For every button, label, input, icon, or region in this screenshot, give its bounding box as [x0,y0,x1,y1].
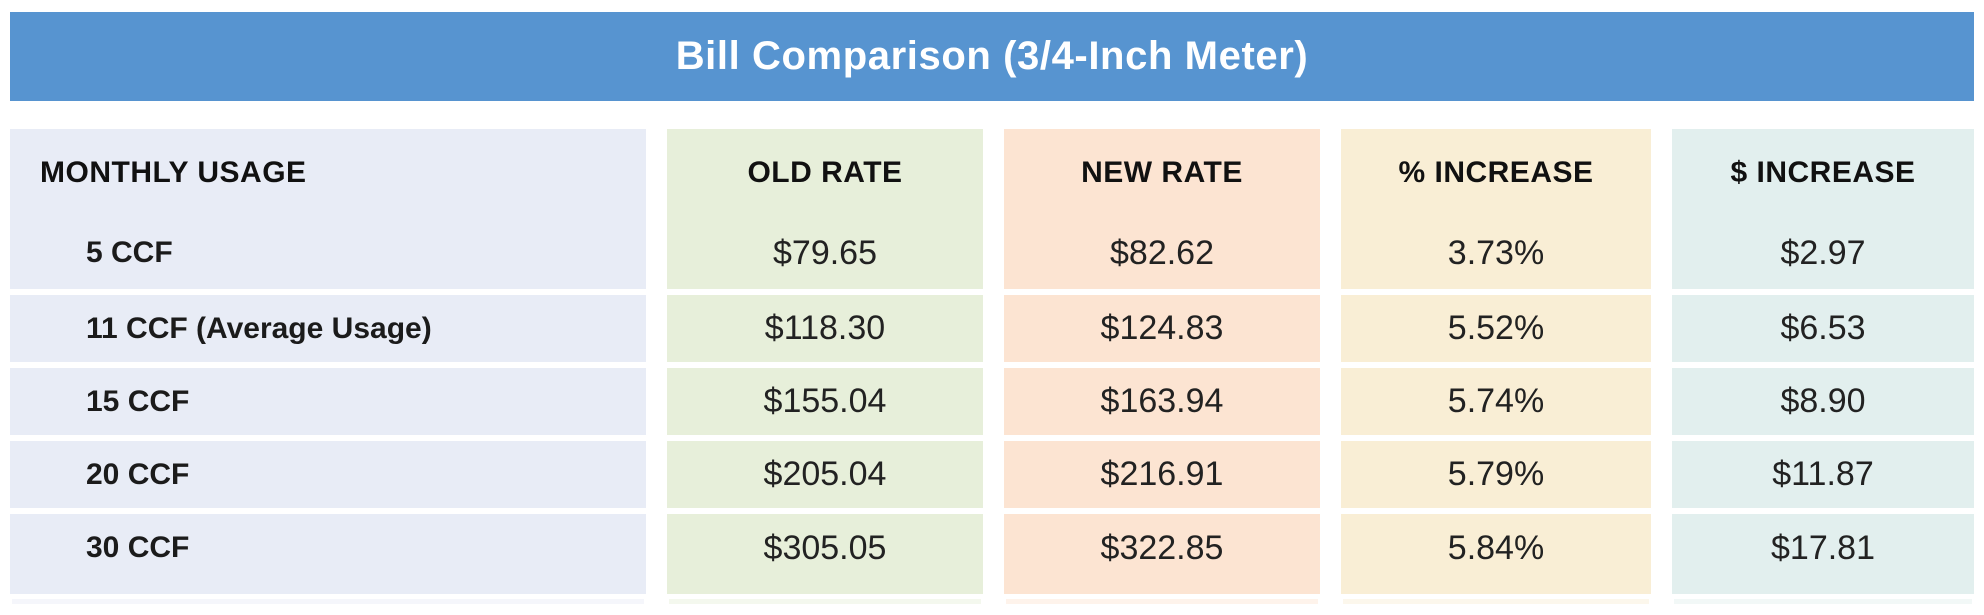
dollar-increase-30ccf: $17.81 [1672,514,1974,594]
new-rate-30ccf: $322.85 [1004,514,1320,594]
usage-row-5ccf: 5 CCF [10,217,646,289]
usage-row-11ccf: 11 CCF (Average Usage) [10,295,646,362]
dollar-increase-11ccf: $6.53 [1672,295,1974,362]
column-new-rate: NEW RATE $82.62 $124.83 $163.94 $216.91 … [1004,129,1320,604]
dollar-increase-column-shadow [1674,599,1972,604]
pct-increase-20ccf: 5.79% [1341,441,1651,508]
pct-increase-5ccf: 3.73% [1341,217,1651,289]
pct-increase-30ccf: 5.84% [1341,514,1651,594]
usage-row-20ccf: 20 CCF [10,441,646,508]
column-old-rate: OLD RATE $79.65 $118.30 $155.04 $205.04 … [667,129,983,604]
usage-row-30ccf: 30 CCF [10,514,646,594]
header-pct-increase: % INCREASE [1341,129,1651,217]
column-monthly-usage: MONTHLY USAGE 5 CCF 11 CCF (Average Usag… [10,129,646,604]
column-dollar-increase: $ INCREASE $2.97 $6.53 $8.90 $11.87 $17.… [1672,129,1974,604]
pct-increase-column-shadow [1343,599,1649,604]
old-rate-30ccf: $305.05 [667,514,983,594]
header-monthly-usage: MONTHLY USAGE [10,129,646,217]
header-new-rate: NEW RATE [1004,129,1320,217]
new-rate-20ccf: $216.91 [1004,441,1320,508]
page-title: Bill Comparison (3/4-Inch Meter) [675,34,1309,78]
usage-column-shadow [12,599,644,604]
title-bar: Bill Comparison (3/4-Inch Meter) [10,12,1974,101]
old-rate-11ccf: $118.30 [667,295,983,362]
old-rate-15ccf: $155.04 [667,368,983,435]
usage-row-15ccf: 15 CCF [10,368,646,435]
dollar-increase-5ccf: $2.97 [1672,217,1974,289]
new-rate-15ccf: $163.94 [1004,368,1320,435]
bill-comparison-table: MONTHLY USAGE 5 CCF 11 CCF (Average Usag… [10,129,1974,604]
pct-increase-15ccf: 5.74% [1341,368,1651,435]
new-rate-11ccf: $124.83 [1004,295,1320,362]
old-rate-column-shadow [669,599,981,604]
dollar-increase-15ccf: $8.90 [1672,368,1974,435]
old-rate-5ccf: $79.65 [667,217,983,289]
old-rate-20ccf: $205.04 [667,441,983,508]
new-rate-column-shadow [1006,599,1318,604]
header-old-rate: OLD RATE [667,129,983,217]
column-pct-increase: % INCREASE 3.73% 5.52% 5.74% 5.79% 5.84% [1341,129,1651,604]
header-dollar-increase: $ INCREASE [1672,129,1974,217]
new-rate-5ccf: $82.62 [1004,217,1320,289]
pct-increase-11ccf: 5.52% [1341,295,1651,362]
dollar-increase-20ccf: $11.87 [1672,441,1974,508]
